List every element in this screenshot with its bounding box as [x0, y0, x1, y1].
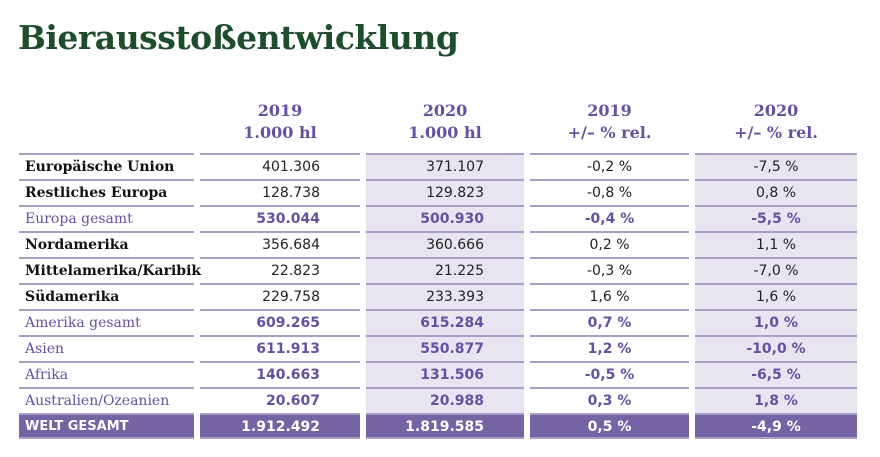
- row-label: Amerika gesamt: [19, 309, 194, 335]
- header-2020-change: 2020 +/– % rel.: [695, 100, 857, 153]
- table-cell: 229.758: [200, 283, 360, 309]
- table-cell: 371.107: [366, 153, 524, 179]
- table-cell: -10,0 %: [695, 335, 857, 361]
- table-cell: 1,8 %: [695, 387, 857, 413]
- table-cell: 0,5 %: [530, 413, 689, 439]
- row-label: Restliches Europa: [19, 179, 194, 205]
- table-cell: 0,3 %: [530, 387, 689, 413]
- table-cell: 1,2 %: [530, 335, 689, 361]
- table-header: 2019 1.000 hl 2020 1.000 hl 2019 +/– % rel.…: [19, 100, 857, 153]
- row-label: Mittelamerika/Karibik: [19, 257, 201, 283]
- table-cell: 1.912.492: [200, 413, 360, 439]
- header-2019-change: 2019 +/– % rel.: [530, 100, 689, 153]
- table-cell: 1,0 %: [695, 309, 857, 335]
- table-cell: 530.044: [200, 205, 360, 231]
- table-cell: 1.819.585: [366, 413, 524, 439]
- table-cell: 22.823: [200, 257, 360, 283]
- row-label: Europäische Union: [19, 153, 194, 179]
- table-row: Europa gesamt 530.044 500.930 -0,4 % -5,5 %: [19, 205, 857, 231]
- table-row: Mittelamerika/Karibik 22.823 21.225 -0,3 % -…: [19, 257, 857, 283]
- table-body: Europäische Union 401.306 371.107 -0,2 % -7,…: [19, 153, 857, 439]
- row-label: Nordamerika: [19, 231, 194, 257]
- row-label: Europa gesamt: [19, 205, 194, 231]
- table-cell: -0,5 %: [530, 361, 689, 387]
- table-cell: -0,4 %: [530, 205, 689, 231]
- table-row: Australien/Ozeanien 20.607 20.988 0,3 % 1,8 …: [19, 387, 857, 413]
- header-unit: 1.000 hl: [408, 123, 482, 142]
- table-cell: 360.666: [366, 231, 524, 257]
- table-row: Afrika 140.663 131.506 -0,5 % -6,5 %: [19, 361, 857, 387]
- table-cell: 21.225: [366, 257, 524, 283]
- table-cell: 550.877: [366, 335, 524, 361]
- header-year: 2020: [753, 101, 799, 120]
- header-year: 2019: [257, 101, 303, 120]
- table-cell: 20.607: [200, 387, 360, 413]
- table-row: Restliches Europa 128.738 129.823 -0,8 % 0,8…: [19, 179, 857, 205]
- table-cell: 0,7 %: [530, 309, 689, 335]
- header-empty: [19, 100, 194, 153]
- table-row: Nordamerika 356.684 360.666 0,2 % 1,1 %: [19, 231, 857, 257]
- table-cell: 609.265: [200, 309, 360, 335]
- header-unit: +/– % rel.: [567, 123, 652, 142]
- table-cell: 128.738: [200, 179, 360, 205]
- table-cell: 131.506: [366, 361, 524, 387]
- table-cell: 20.988: [366, 387, 524, 413]
- row-label: WELT GESAMT: [19, 413, 194, 439]
- header-unit: 1.000 hl: [243, 123, 317, 142]
- page-title: Bierausstoßentwicklung: [18, 18, 459, 57]
- table-cell: 401.306: [200, 153, 360, 179]
- table-cell: -0,3 %: [530, 257, 689, 283]
- table-cell: -7,0 %: [695, 257, 857, 283]
- header-2020-volume: 2020 1.000 hl: [366, 100, 524, 153]
- table-cell: 0,2 %: [530, 231, 689, 257]
- header-unit: +/– % rel.: [734, 123, 818, 142]
- total-row: WELT GESAMT 1.912.492 1.819.585 0,5 % -4,9 %: [19, 413, 857, 439]
- table-cell: 233.393: [366, 283, 524, 309]
- beer-output-table: 2019 1.000 hl 2020 1.000 hl 2019 +/– % rel.…: [19, 100, 857, 439]
- header-year: 2020: [422, 101, 468, 120]
- table-row: Asien 611.913 550.877 1,2 % -10,0 %: [19, 335, 857, 361]
- row-label: Asien: [19, 335, 194, 361]
- table-cell: 1,1 %: [695, 231, 857, 257]
- table-cell: 500.930: [366, 205, 524, 231]
- table-cell: 356.684: [200, 231, 360, 257]
- table-row: Europäische Union 401.306 371.107 -0,2 % -7,…: [19, 153, 857, 179]
- row-label: Südamerika: [19, 283, 194, 309]
- table-cell: 615.284: [366, 309, 524, 335]
- table-cell: -5,5 %: [695, 205, 857, 231]
- table-row: Amerika gesamt 609.265 615.284 0,7 % 1,0 %: [19, 309, 857, 335]
- table-cell: 1,6 %: [695, 283, 857, 309]
- header-year: 2019: [587, 101, 632, 120]
- header-2019-volume: 2019 1.000 hl: [200, 100, 360, 153]
- table-cell: -6,5 %: [695, 361, 857, 387]
- table-cell: 140.663: [200, 361, 360, 387]
- table-row: Südamerika 229.758 233.393 1,6 % 1,6 %: [19, 283, 857, 309]
- row-label: Afrika: [19, 361, 194, 387]
- table-cell: -0,2 %: [530, 153, 689, 179]
- table-cell: -7,5 %: [695, 153, 857, 179]
- table-cell: 1,6 %: [530, 283, 689, 309]
- table-cell: 129.823: [366, 179, 524, 205]
- table-cell: -4,9 %: [695, 413, 857, 439]
- table-cell: -0,8 %: [530, 179, 689, 205]
- row-label: Australien/Ozeanien: [19, 387, 194, 413]
- table-cell: 0,8 %: [695, 179, 857, 205]
- table-cell: 611.913: [200, 335, 360, 361]
